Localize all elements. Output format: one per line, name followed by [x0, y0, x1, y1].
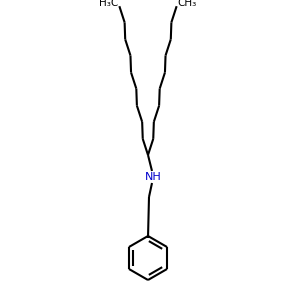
Text: CH₃: CH₃: [178, 0, 197, 8]
Text: NH: NH: [145, 172, 161, 182]
Text: H₃C: H₃C: [99, 0, 119, 8]
